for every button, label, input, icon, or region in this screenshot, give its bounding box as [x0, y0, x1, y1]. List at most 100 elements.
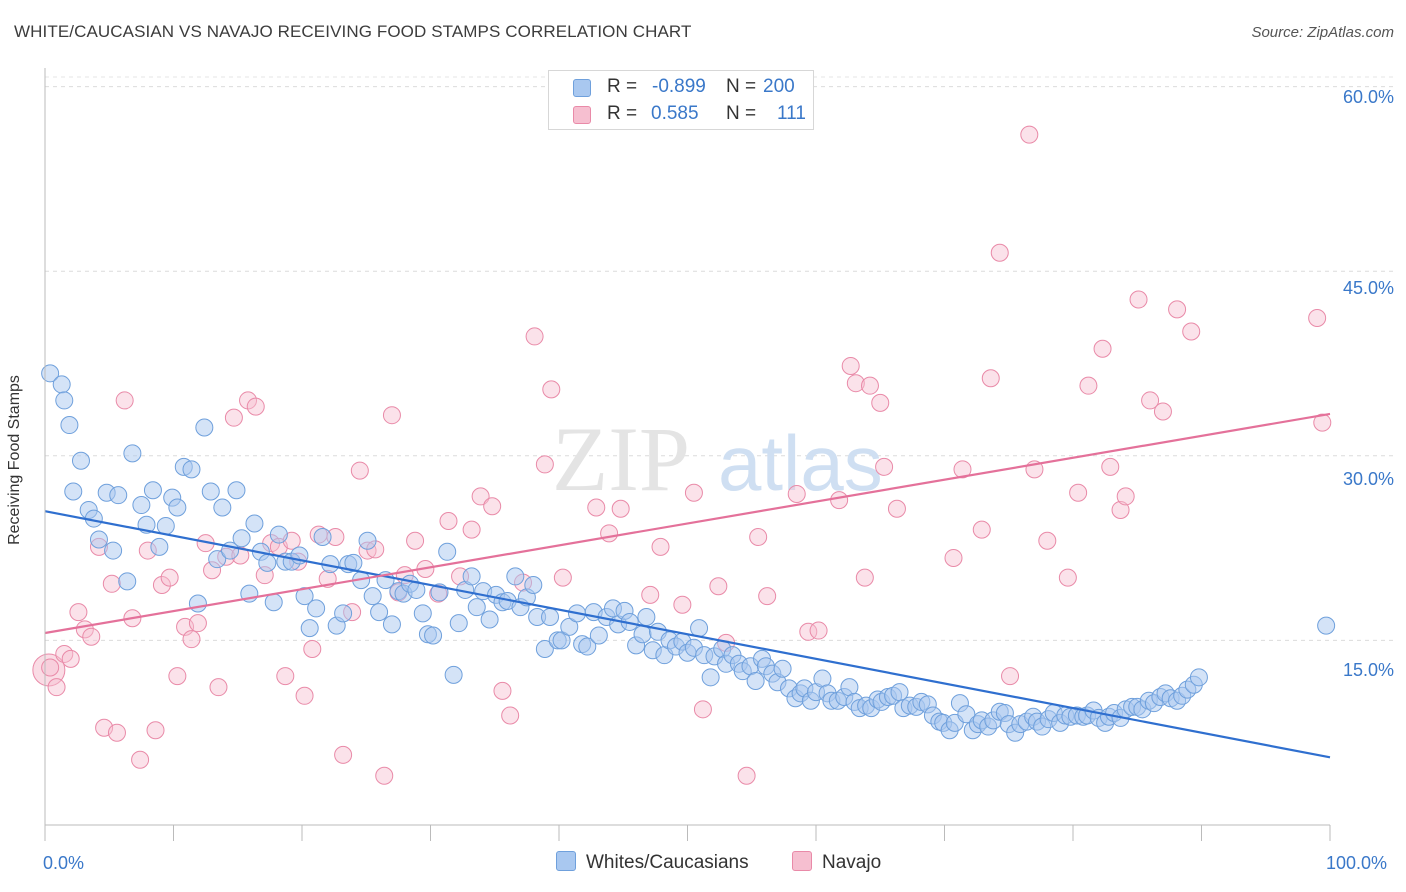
y-tick-45: 45.0% — [1342, 278, 1394, 298]
white-point — [109, 486, 128, 505]
axes — [44, 68, 1331, 841]
navajo-point — [1020, 125, 1039, 144]
navajo-point — [160, 568, 179, 587]
navajo-point — [641, 585, 660, 604]
legend-swatch-navajo — [573, 106, 591, 124]
white-point — [589, 626, 608, 645]
navajo-point — [276, 667, 295, 686]
navajo-point — [1116, 487, 1135, 506]
navajo-point — [525, 327, 544, 346]
legend-label-white: Whites/Caucasians — [586, 852, 749, 873]
legend-item-white: Whites/Caucasians — [556, 851, 749, 874]
navajo-point — [375, 766, 394, 785]
white-point — [1189, 668, 1208, 687]
navajo-point — [439, 512, 458, 531]
legend-r-label: R = — [607, 76, 638, 97]
white-point — [313, 528, 332, 547]
white-point — [188, 594, 207, 613]
legend-swatch-navajo — [792, 851, 812, 871]
white-point — [143, 481, 162, 500]
navajo-point — [483, 497, 502, 516]
navajo-point — [1038, 531, 1057, 550]
navajo-point — [350, 461, 369, 480]
navajo-point — [846, 374, 865, 393]
white-point — [535, 640, 554, 659]
navajo-point — [749, 528, 768, 547]
white-point — [64, 482, 83, 501]
white-point — [227, 481, 246, 500]
y-tick-15: 15.0% — [1342, 660, 1394, 680]
y-axis-label: Receiving Food Stamps — [6, 375, 23, 545]
navajo-point — [47, 678, 66, 697]
white-point — [449, 614, 468, 633]
white-point — [213, 498, 232, 517]
white-point — [633, 625, 652, 644]
white-point — [370, 603, 389, 622]
navajo-point — [1168, 300, 1187, 319]
navajo-point — [1308, 308, 1327, 327]
navajo-point — [152, 576, 171, 595]
white-point — [55, 391, 74, 410]
navajo-point — [1141, 391, 1160, 410]
legend-row-navajo: R = 0.585 N = 111 — [549, 101, 813, 129]
navajo-point — [860, 376, 879, 395]
navajo-point — [107, 723, 126, 742]
white-series — [41, 364, 1336, 742]
white-point — [746, 672, 765, 691]
navajo-point — [382, 406, 401, 425]
navajo-point — [1058, 568, 1077, 587]
white-point — [334, 604, 353, 623]
navajo-point — [1001, 667, 1020, 686]
legend-swatch-white — [556, 851, 576, 871]
white-point — [1317, 616, 1336, 635]
white-point — [541, 608, 560, 627]
white-point — [264, 593, 283, 612]
navajo-point — [611, 499, 630, 518]
legend-label-navajo: Navajo — [822, 852, 882, 873]
navajo-point — [246, 397, 265, 416]
white-point — [41, 364, 60, 383]
navajo-trend-line — [44, 412, 1331, 635]
navajo-point — [737, 766, 756, 785]
watermark-zip: ZIP — [552, 408, 690, 510]
legend-r-label: R = — [607, 103, 638, 124]
legend-r-value: -0.899 — [652, 76, 706, 97]
navajo-point — [684, 483, 703, 502]
navajo-point — [146, 721, 165, 740]
navajo-point — [334, 745, 353, 764]
legend-stats: R = -0.899 N = 200 R = 0.585 N = 111 — [548, 70, 814, 130]
white-point — [382, 615, 401, 634]
navajo-point — [462, 520, 481, 539]
navajo-point — [115, 391, 134, 410]
navajo-point — [209, 678, 228, 697]
white-point — [208, 550, 227, 569]
white-point — [300, 619, 319, 638]
navajo-point — [471, 487, 490, 506]
white-point — [413, 604, 432, 623]
white-point — [60, 416, 79, 435]
white-point — [438, 542, 457, 561]
navajo-point — [981, 369, 1000, 388]
watermark: ZIP atlas — [552, 408, 883, 510]
navajo-point — [871, 393, 890, 412]
white-point — [480, 610, 499, 629]
white-point — [156, 516, 175, 535]
navajo-point — [875, 457, 894, 476]
white-point — [201, 482, 220, 501]
y-tick-30: 30.0% — [1342, 469, 1394, 489]
white-point — [269, 525, 288, 544]
white-point — [132, 496, 151, 515]
white-point — [552, 631, 571, 650]
navajo-point — [535, 455, 554, 474]
navajo-point — [809, 621, 828, 640]
trend-lines — [44, 412, 1331, 759]
navajo-point — [131, 750, 150, 769]
legend-n-label: N = — [726, 76, 757, 97]
navajo-point — [1182, 322, 1201, 341]
navajo-point — [830, 491, 849, 510]
white-point — [506, 567, 525, 586]
navajo-point — [542, 380, 561, 399]
white-point — [168, 498, 187, 517]
white-point — [195, 418, 214, 437]
